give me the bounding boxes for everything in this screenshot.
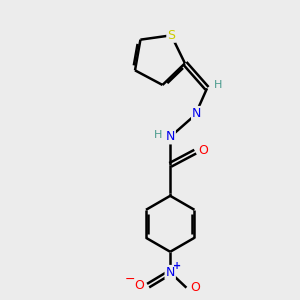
Text: O: O xyxy=(199,144,208,157)
Text: −: − xyxy=(124,273,135,286)
Text: H: H xyxy=(154,130,162,140)
Text: N: N xyxy=(166,266,175,279)
Text: O: O xyxy=(190,281,200,294)
Text: O: O xyxy=(134,279,144,292)
Text: N: N xyxy=(166,130,175,143)
Text: S: S xyxy=(167,29,175,42)
Text: +: + xyxy=(172,261,181,271)
Text: N: N xyxy=(192,107,201,120)
Text: H: H xyxy=(214,80,222,90)
